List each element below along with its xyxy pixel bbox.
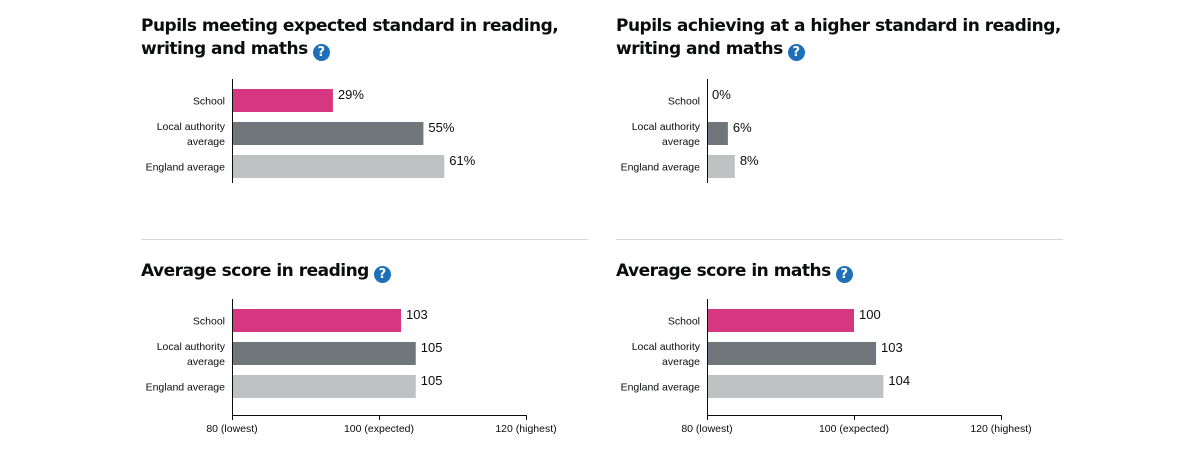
value-label: 29% <box>338 87 364 102</box>
category-label: average <box>187 136 225 148</box>
help-icon[interactable]: ? <box>373 266 391 283</box>
category-label: School <box>193 96 225 108</box>
value-label: 0% <box>712 87 731 102</box>
bar-2 <box>707 155 735 178</box>
chart-title-text: Pupils achieving at a higher standard in… <box>616 16 1061 59</box>
value-label: 105 <box>421 340 443 355</box>
category-label: England average <box>146 162 226 174</box>
category-label: School <box>668 316 700 328</box>
value-label: 103 <box>406 307 428 322</box>
bar-2 <box>232 155 445 178</box>
x-tick-label: 100 (expected) <box>819 423 889 435</box>
category-label: School <box>193 316 225 328</box>
value-label: 8% <box>740 153 759 168</box>
category-label: Local authority <box>632 121 701 133</box>
value-label: 100 <box>859 307 881 322</box>
category-label: School <box>668 96 700 108</box>
x-tick-label: 80 (lowest) <box>206 423 257 435</box>
section-divider <box>616 239 1063 240</box>
chart-title-text: Average score in maths <box>616 261 831 281</box>
category-label: England average <box>621 162 701 174</box>
bar-1 <box>707 342 877 365</box>
x-tick-label: 80 (lowest) <box>681 423 732 435</box>
category-label: average <box>662 136 700 148</box>
chart-title-text: Average score in reading <box>141 261 369 281</box>
value-label: 103 <box>881 340 903 355</box>
chart-title: Pupils achieving at a higher standard in… <box>616 15 1063 61</box>
bar-0 <box>232 89 333 112</box>
bar-1 <box>232 342 416 365</box>
chart-title: Pupils meeting expected standard in read… <box>141 15 588 61</box>
bar-0 <box>232 309 402 332</box>
bar-2 <box>707 375 884 398</box>
help-icon[interactable]: ? <box>312 44 330 61</box>
bar-chart: 100 School 103 Local authority average 104 Eng… <box>621 299 1032 435</box>
category-label: average <box>662 356 700 368</box>
category-label: Local authority <box>632 341 701 353</box>
x-tick-label: 120 (highest) <box>970 423 1031 435</box>
value-label: 55% <box>428 120 454 135</box>
section-divider <box>141 239 588 240</box>
value-label: 6% <box>733 120 752 135</box>
category-label: England average <box>146 382 226 394</box>
chart-title-text: Pupils meeting expected standard in read… <box>141 16 559 59</box>
chart-title: Average score in maths? <box>616 260 1063 283</box>
bar-chart: 103 School 105 Local authority average 105 Eng… <box>146 299 557 435</box>
x-tick-label: 120 (highest) <box>495 423 556 435</box>
value-label: 104 <box>888 373 910 388</box>
bar-1 <box>707 122 728 145</box>
chart-title: Average score in reading? <box>141 260 588 283</box>
category-label: Local authority <box>157 121 226 133</box>
bar-0 <box>707 309 854 332</box>
category-label: England average <box>621 382 701 394</box>
bar-1 <box>232 122 424 145</box>
help-icon[interactable]: ? <box>787 44 805 61</box>
bar-chart: 0% School 6% Local authority average 8% Englan… <box>621 79 759 183</box>
value-label: 105 <box>421 373 443 388</box>
bar-chart: 29% School 55% Local authority average 61% Eng… <box>146 79 476 183</box>
x-tick-label: 100 (expected) <box>344 423 414 435</box>
category-label: average <box>187 356 225 368</box>
help-icon[interactable]: ? <box>835 266 853 283</box>
bar-2 <box>232 375 416 398</box>
value-label: 61% <box>449 153 475 168</box>
category-label: Local authority <box>157 341 226 353</box>
